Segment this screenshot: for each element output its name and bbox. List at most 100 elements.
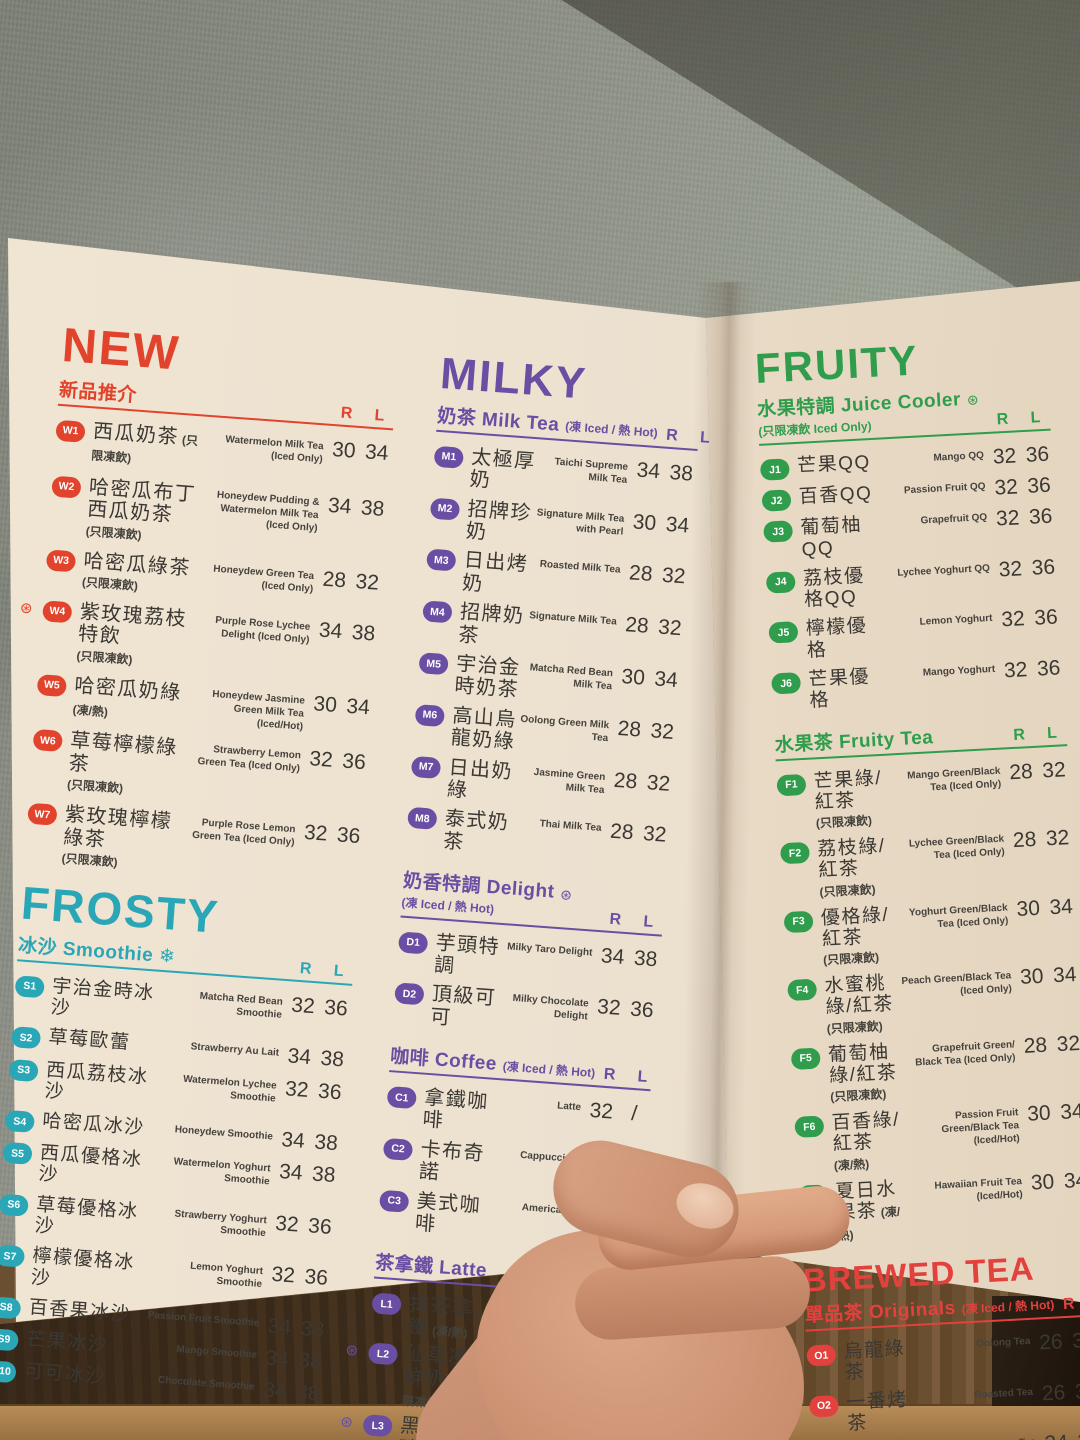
item-name-en: Latte [556,1100,582,1114]
item-name-block: 荔枝優格QQ [803,565,881,611]
item-name-zh: 日出奶綠 [446,756,514,803]
item-name-block: 葡萄柚QQ [800,514,878,560]
item-code-badge: W5 [36,673,68,697]
item-prices: 2428 [1041,1429,1080,1440]
price-large: 36 [323,995,349,1021]
price-large: 32 [642,822,668,848]
item-name-zh: 葡萄柚綠/紅茶 [827,1041,898,1087]
item-name-en: Signature Milk Tea [528,610,618,628]
item-name-block: 宇治金時奶茶 [454,653,525,703]
item-name-en: Hawaiian Fruit Tea (Iced/Hot) [934,1175,1023,1203]
item-code-badge: C1 [386,1086,418,1110]
size-label-r: R [996,411,1009,429]
menu-item-W6: W6 草莓檸檬綠茶 (只限凍飲) Strawberry Lemon Green Tea… [30,727,370,814]
item-name-block: 宇治金時冰沙 [50,976,170,1027]
item-name-zh: 芒果優格 [807,666,871,712]
item-name-en: Purple Rose Lemon Green Tea (Iced Only) [191,817,296,849]
item-name-en: Honeydew Jasmine Green Milk Tea (Iced/Ho… [211,688,306,733]
section-new: NEW 新品推介 R L W1 西瓜奶茶 (只限凍飲) Watermelon Milk Te… [19,319,399,888]
item-prices: 30 34 [629,510,693,538]
item-name-en: Lemon Yoghurt [919,613,993,629]
item-name-en: Grapefruit QQ [920,512,988,527]
item-name-block: 芋頭特調 [433,932,504,982]
item-prices: 32 36 [998,606,1061,632]
price-large: 34 [664,512,690,538]
price-regular: 30 [1030,1170,1055,1195]
item-prices: 32 36 [272,1211,336,1239]
price-regular: 32 [274,1211,300,1237]
price-large: 34 [653,667,679,693]
price-regular: 32 [992,444,1017,469]
price-large: 38 [299,1316,325,1342]
price-large: 36 [336,823,362,849]
item-name-zh: 哈密瓜布丁西瓜奶茶 [86,476,197,527]
item-name-en: Lemon Yoghurt Smoothie [189,1261,264,1291]
item-name-en: Grapefruit Green/ Black Tea (Iced Only) [914,1038,1016,1069]
item-name-en: Jasmine Green Tea [924,1433,1042,1440]
price-large: 34 [364,440,390,466]
item-name-block: 西瓜優格冰沙 [38,1143,158,1194]
item-code-badge: J3 [763,520,794,544]
item-name-block: 哈密瓜奶綠 (凍/熱) [72,674,192,727]
size-label-r: R [1062,1295,1076,1314]
price-large: 36 [341,750,367,775]
price-regular: 32 [290,993,316,1019]
item-name-block: 卡布奇諾 [418,1138,489,1188]
price-regular: 34 [264,1346,290,1372]
item-name-en: Lychee Green/Black Tea (Iced Only) [908,833,1006,862]
item-prices: 32 36 [306,747,370,775]
item-prices: 32 36 [1001,656,1064,682]
item-prices: 28 32 [614,716,678,744]
price-large: 32 [1041,757,1067,783]
item-code-badge: F3 [783,910,814,933]
item-name-en: Matcha Red Bean Milk Tea [529,662,614,693]
price-large: 36 [1028,505,1054,530]
item-name-en: Mango Yoghurt [922,663,996,679]
item-name-zh: 宇治金時冰沙 [49,975,156,1020]
price-regular: 28 [613,768,639,793]
price-large: 38 [633,946,659,971]
item-code-badge: O2 [808,1394,839,1418]
price-large: 34 [1052,963,1078,988]
item-name-zh: 百香果冰沙 [27,1296,132,1326]
item-name-zh: 荔枝綠/紅茶 [816,835,887,882]
item-prices: 26 30 [1036,1329,1080,1355]
item-code-badge: M3 [426,548,457,572]
price-large: 36 [1026,473,1052,499]
item-prices: 30 34 [1027,1168,1080,1194]
size-label-r: R [340,404,353,423]
item-name-zh: 芋頭特調 [433,931,501,978]
price-large: 36 [307,1214,333,1239]
price-regular: 34 [318,618,344,644]
item-name-zh: 百香綠/紅茶 [831,1109,901,1156]
item-code-badge: D2 [394,982,425,1006]
special-badge-icon: ⊛ [339,1413,354,1432]
item-code-badge: C2 [382,1137,414,1161]
item-prices: 32 36 [268,1263,332,1291]
price-large: 34 [1048,894,1074,919]
item-name-block: 葡萄柚綠/紅茶 (只限凍飲) [828,1041,907,1105]
item-name-block: 紫玫瑰檸檬綠茶 (只限凍飲) [61,804,182,875]
menu-item-W7: W7 紫玫瑰檸檬綠茶 (只限凍飲) Purple Rose Lemon Green T… [24,801,364,888]
item-prices: 34 38 [284,1045,348,1073]
price-regular: 34 [266,1314,292,1340]
item-name-block: 芒果綠/紅茶 (只限凍飲) [813,767,892,831]
item-name-zh: 優格綠/紅茶 [820,904,890,951]
price-large: 36 [303,1265,329,1291]
item-prices: 34 38 [262,1346,326,1374]
price-regular: 32 [998,557,1023,582]
item-prices: 30 34 [618,665,682,693]
price-regular: 34 [327,493,353,519]
item-prices: 34 38 [278,1128,342,1156]
section-header: 咖啡 Coffee (凍 Iced / 熱 Hot) R L [389,1041,653,1092]
price-regular: 30 [331,437,357,463]
item-name-zh: 招牌珍奶 [465,497,533,544]
item-code-badge: M5 [418,652,449,676]
price-large: 34 [1059,1100,1080,1125]
item-name-zh: 草莓歐蕾 [47,1027,132,1055]
price-regular: 32 [270,1263,296,1288]
